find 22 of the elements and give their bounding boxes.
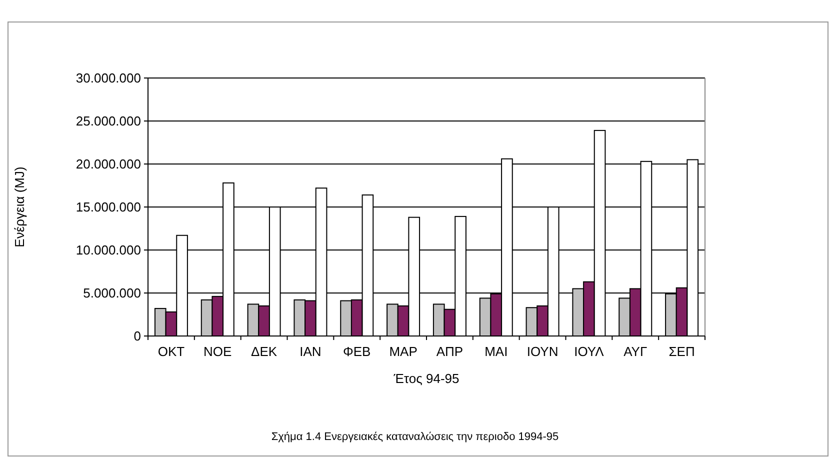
x-tick-label: ΔΕΚ xyxy=(251,344,278,359)
x-tick-label: ΝΟΕ xyxy=(204,344,232,359)
x-tick-label: ΣΕΠ xyxy=(668,344,695,359)
y-tick-label: 20.000.000 xyxy=(76,156,141,172)
x-tick-label: ΙΑΝ xyxy=(300,344,322,359)
x-axis-title: Έτος 94-95 xyxy=(392,371,460,386)
x-tick-label: ΙΟΥΛ xyxy=(574,344,604,359)
x-tick-label: ΟΚΤ xyxy=(158,344,185,359)
y-tick-label: 5.000.000 xyxy=(83,286,141,301)
y-tick-label: 25.000.000 xyxy=(76,114,141,129)
y-tick-label: 10.000.000 xyxy=(76,242,141,258)
y-tick-label: 30.000.000 xyxy=(76,70,141,86)
y-tick-label: 15.000.000 xyxy=(76,200,141,215)
y-axis-title: Ενέργεια (MJ) xyxy=(12,166,27,248)
x-tick-label: ΜΑΙ xyxy=(484,344,508,359)
x-tick-label: ΦΕΒ xyxy=(343,344,371,359)
x-tick-label: ΜΑΡ xyxy=(389,344,418,359)
text: Σχήμα 1.4 Ενεργειακές καταναλώσεις την περιοδο 1994-95 xyxy=(271,431,559,443)
y-tick-label: 0 xyxy=(134,328,141,344)
x-tick-label: ΙΟΥΝ xyxy=(526,344,558,359)
x-tick-label: ΑΥΓ xyxy=(624,344,648,359)
x-tick-label: ΑΠΡ xyxy=(436,344,464,359)
